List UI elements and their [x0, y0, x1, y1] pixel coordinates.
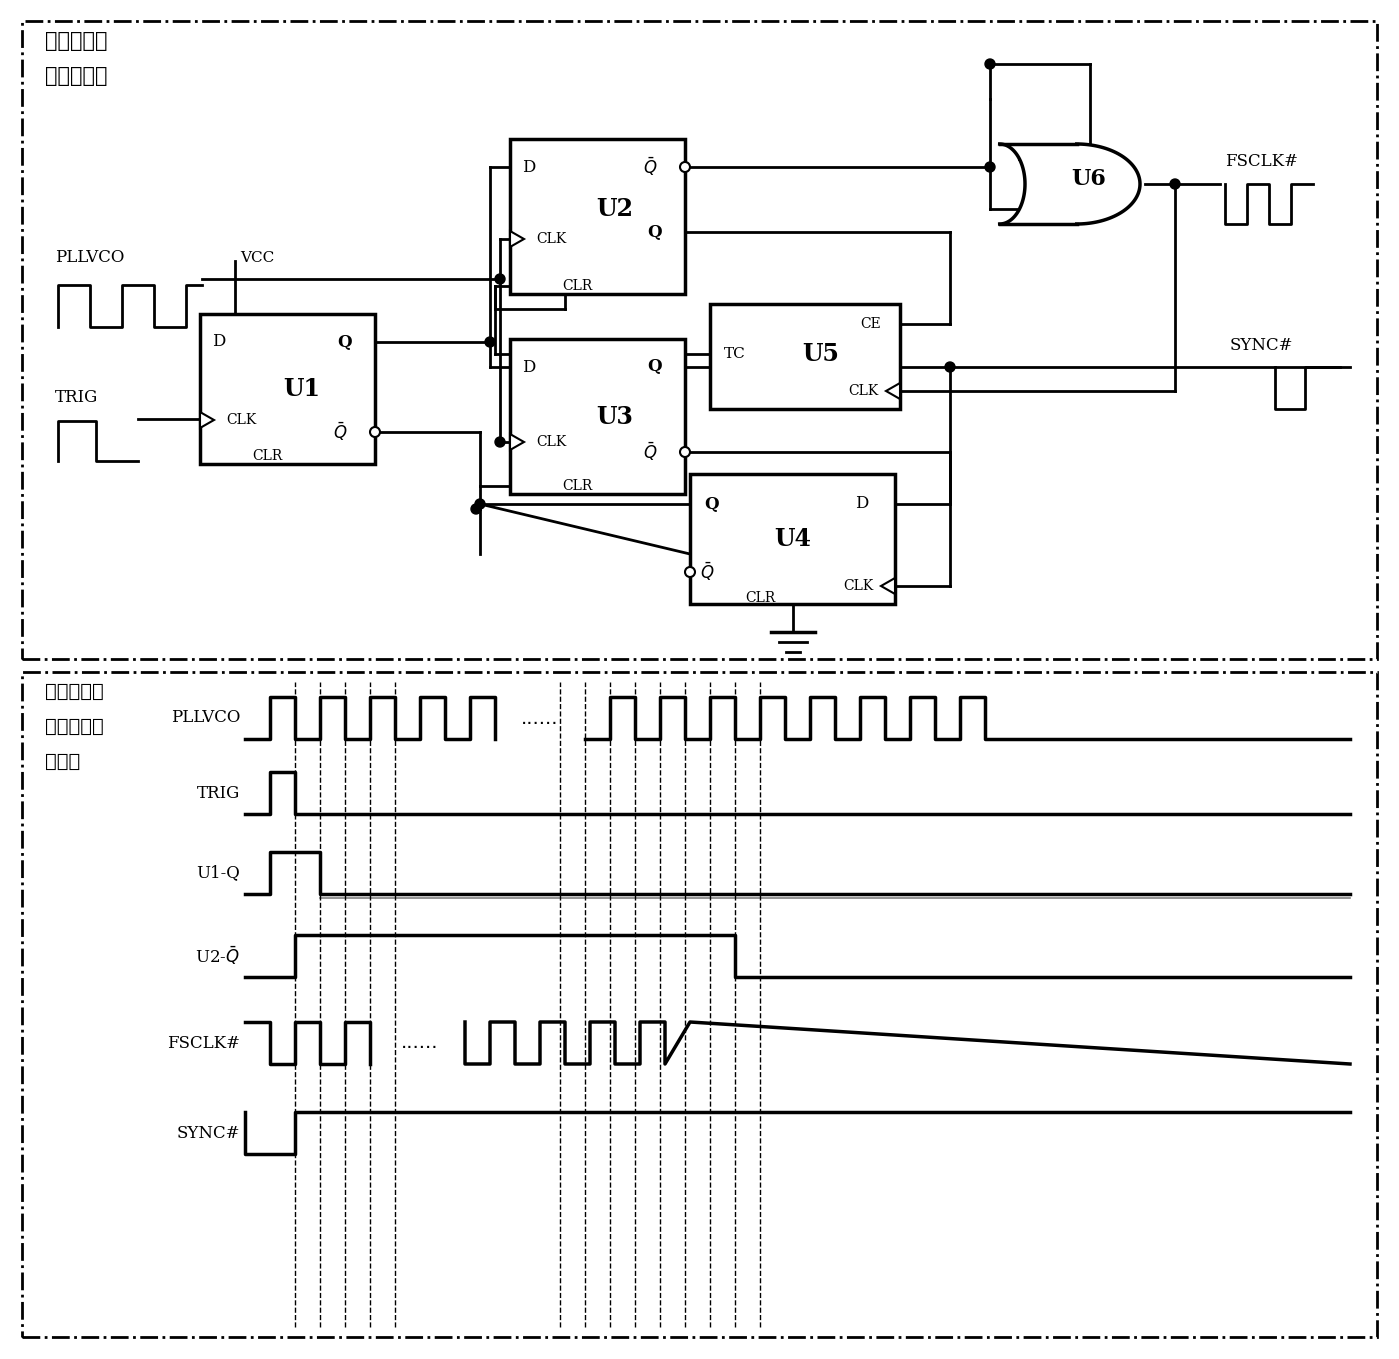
Text: TC: TC: [725, 348, 746, 361]
Text: $\bar{Q}$: $\bar{Q}$: [700, 561, 715, 583]
Bar: [711, 304, 900, 409]
Text: 时序图: 时序图: [45, 752, 80, 771]
Circle shape: [476, 499, 485, 510]
Text: VCC: VCC: [241, 251, 274, 265]
Text: Q: Q: [704, 496, 719, 512]
Circle shape: [985, 162, 995, 173]
Text: Q: Q: [646, 359, 662, 375]
Polygon shape: [1000, 144, 1140, 224]
Text: ......: ......: [402, 1033, 439, 1052]
Text: 采样控制信: 采样控制信: [45, 682, 104, 701]
Text: PLLVCO: PLLVCO: [55, 249, 125, 265]
Circle shape: [471, 504, 481, 514]
Circle shape: [680, 162, 690, 173]
Text: FSCLK#: FSCLK#: [166, 1034, 241, 1052]
Text: FSCLK#: FSCLK#: [1226, 154, 1298, 170]
Text: 采样控制信: 采样控制信: [45, 31, 108, 52]
Text: TRIG: TRIG: [55, 389, 98, 405]
Text: Q: Q: [337, 333, 351, 351]
Text: SYNC#: SYNC#: [176, 1124, 241, 1142]
Text: Q: Q: [646, 223, 662, 241]
Text: ......: ......: [522, 708, 558, 727]
Bar: [22, 20, 1377, 659]
Circle shape: [985, 58, 995, 69]
Text: SYNC#: SYNC#: [1230, 337, 1294, 353]
Polygon shape: [886, 383, 900, 400]
Text: U1-Q: U1-Q: [196, 864, 241, 882]
Bar: [22, 671, 1377, 1337]
Polygon shape: [881, 578, 895, 594]
Text: U4: U4: [774, 527, 811, 550]
Text: D: D: [855, 496, 869, 512]
Text: U2-$\bar{Q}$: U2-$\bar{Q}$: [196, 945, 241, 968]
Text: CLK: CLK: [844, 579, 873, 593]
Text: U6: U6: [1070, 169, 1105, 190]
Text: 号产生电路: 号产生电路: [45, 718, 104, 737]
Text: $\bar{Q}$: $\bar{Q}$: [333, 421, 347, 443]
Text: PLLVCO: PLLVCO: [171, 709, 241, 727]
Polygon shape: [511, 434, 525, 450]
Text: TRIG: TRIG: [197, 784, 241, 802]
Text: CLK: CLK: [227, 413, 256, 427]
Text: CLR: CLR: [562, 279, 592, 294]
Text: CLR: CLR: [746, 591, 775, 605]
Text: D: D: [522, 359, 536, 375]
Text: D: D: [522, 159, 536, 175]
Circle shape: [680, 447, 690, 457]
Text: CLR: CLR: [562, 478, 592, 493]
Text: 号产生电路: 号产生电路: [45, 67, 108, 86]
Polygon shape: [511, 231, 525, 247]
Circle shape: [485, 337, 495, 347]
Bar: [511, 338, 686, 495]
Circle shape: [495, 438, 505, 447]
Circle shape: [686, 567, 695, 578]
Circle shape: [369, 427, 381, 438]
Text: $\bar{Q}$: $\bar{Q}$: [644, 440, 658, 463]
Bar: [690, 474, 895, 603]
Text: CLK: CLK: [536, 435, 567, 448]
Circle shape: [495, 275, 505, 284]
Text: D: D: [213, 333, 225, 351]
Circle shape: [944, 361, 956, 372]
Text: CLR: CLR: [252, 448, 283, 463]
Polygon shape: [200, 412, 214, 428]
Circle shape: [1170, 179, 1179, 189]
Text: U2: U2: [596, 197, 634, 220]
Text: U5: U5: [802, 342, 838, 367]
Text: $\bar{Q}$: $\bar{Q}$: [644, 156, 658, 178]
Text: U3: U3: [596, 405, 634, 428]
Text: U1: U1: [283, 376, 320, 401]
Text: CLK: CLK: [848, 385, 879, 398]
Text: CE: CE: [860, 317, 881, 332]
Bar: [200, 314, 375, 463]
Text: CLK: CLK: [536, 232, 567, 246]
Bar: [511, 139, 686, 294]
